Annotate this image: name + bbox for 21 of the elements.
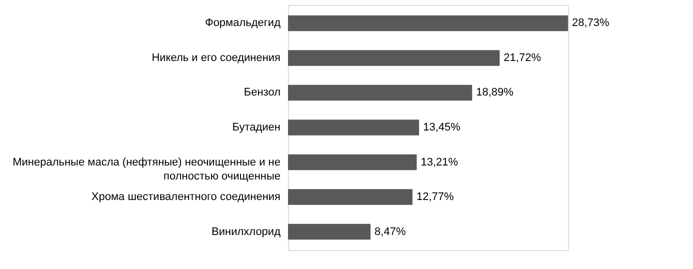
data-label: 21,72%: [504, 52, 542, 64]
bar: [288, 224, 371, 240]
bar: [288, 154, 417, 170]
y-tick-label: Формальдегид: [204, 17, 282, 30]
data-label: 13,45%: [423, 122, 461, 134]
bar: [288, 84, 472, 101]
data-label: 18,89%: [476, 86, 514, 99]
bar: [288, 15, 568, 32]
bar: [288, 120, 420, 136]
bar: [288, 50, 500, 66]
data-label: 8,47%: [374, 226, 406, 238]
y-tick-label: Минеральные масла (нефтяные) неочищенные и не полностью очищенные: [12, 156, 280, 182]
data-label: 13,21%: [420, 156, 458, 168]
y-tick-label: Бутадиен: [232, 122, 280, 134]
bar: [288, 189, 412, 205]
data-label: 28,73%: [572, 17, 610, 30]
data-label: 12,77%: [416, 191, 454, 204]
y-tick-label: Никель и его соединения: [152, 52, 281, 64]
y-tick-label: Винилхлорид: [212, 226, 282, 238]
y-tick-label: Хрома шестивалентного соединения: [91, 191, 281, 204]
y-tick-label: Бензол: [244, 86, 280, 99]
